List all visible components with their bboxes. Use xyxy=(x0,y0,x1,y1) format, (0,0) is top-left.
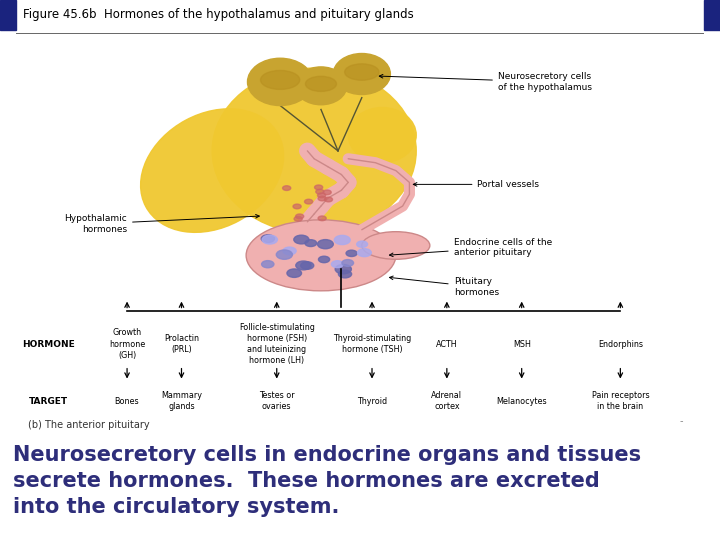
Circle shape xyxy=(315,185,323,190)
Circle shape xyxy=(318,240,333,249)
Circle shape xyxy=(287,269,302,278)
Circle shape xyxy=(282,186,291,191)
Ellipse shape xyxy=(345,64,379,80)
Circle shape xyxy=(318,193,325,198)
Circle shape xyxy=(334,235,350,245)
Circle shape xyxy=(325,197,333,202)
Circle shape xyxy=(323,190,331,195)
Circle shape xyxy=(294,235,309,244)
Text: Endorphins: Endorphins xyxy=(598,340,643,348)
Text: Bones: Bones xyxy=(114,397,140,406)
Text: Pain receptors
in the brain: Pain receptors in the brain xyxy=(592,391,649,411)
Text: Prolactin
(PRL): Prolactin (PRL) xyxy=(164,334,199,354)
Ellipse shape xyxy=(305,76,336,91)
Text: -: - xyxy=(680,416,683,426)
Circle shape xyxy=(283,247,296,255)
Text: Thyroid: Thyroid xyxy=(357,397,387,406)
Circle shape xyxy=(293,204,301,209)
Ellipse shape xyxy=(212,68,416,234)
Circle shape xyxy=(358,249,372,256)
Text: TARGET: TARGET xyxy=(30,397,68,406)
Text: Figure 45.6b  Hormones of the hypothalamus and pituitary glands: Figure 45.6b Hormones of the hypothalamu… xyxy=(23,8,414,21)
Circle shape xyxy=(261,261,274,268)
Circle shape xyxy=(296,261,311,270)
Circle shape xyxy=(356,241,368,247)
Circle shape xyxy=(261,235,274,242)
Ellipse shape xyxy=(140,109,284,232)
Text: Thyroid-stimulating
hormone (TSH): Thyroid-stimulating hormone (TSH) xyxy=(333,334,411,354)
Text: Mammary
glands: Mammary glands xyxy=(161,391,202,411)
Ellipse shape xyxy=(333,53,390,94)
Text: Melanocytes: Melanocytes xyxy=(496,397,547,406)
Text: (b) The anterior pituitary: (b) The anterior pituitary xyxy=(28,420,150,430)
Circle shape xyxy=(276,250,292,259)
Text: Hypothalamic
hormones: Hypothalamic hormones xyxy=(64,214,259,233)
Text: Neurosecretory cells
of the hypothalamus: Neurosecretory cells of the hypothalamus xyxy=(379,72,592,92)
Text: ACTH: ACTH xyxy=(436,340,458,348)
Text: Endocrine cells of the
anterior pituitary: Endocrine cells of the anterior pituitar… xyxy=(390,238,552,257)
Text: MSH: MSH xyxy=(513,340,531,348)
Circle shape xyxy=(335,265,351,274)
Circle shape xyxy=(262,235,277,244)
Text: Follicle-stimulating
hormone (FSH)
and luteinizing
hormone (LH): Follicle-stimulating hormone (FSH) and l… xyxy=(239,323,315,365)
Circle shape xyxy=(294,217,302,221)
Bar xyxy=(704,0,720,30)
Ellipse shape xyxy=(261,70,300,90)
Ellipse shape xyxy=(246,220,396,291)
Circle shape xyxy=(296,214,304,219)
Bar xyxy=(0,0,16,30)
Circle shape xyxy=(331,261,343,268)
Circle shape xyxy=(305,199,312,204)
Ellipse shape xyxy=(362,232,430,259)
Circle shape xyxy=(318,196,326,201)
Text: Pituitary
hormones: Pituitary hormones xyxy=(390,276,499,296)
Text: Adrenal
cortex: Adrenal cortex xyxy=(431,391,462,411)
Circle shape xyxy=(318,216,326,221)
Text: Growth
hormone
(GH): Growth hormone (GH) xyxy=(109,328,145,360)
Text: Neurosecretory cells in endocrine organs and tissues
secrete hormones.  These ho: Neurosecretory cells in endocrine organs… xyxy=(13,446,641,517)
Text: HORMONE: HORMONE xyxy=(22,340,75,348)
Circle shape xyxy=(342,260,354,266)
Ellipse shape xyxy=(248,58,312,105)
Circle shape xyxy=(316,190,324,194)
Ellipse shape xyxy=(348,107,416,163)
Circle shape xyxy=(338,270,351,278)
Circle shape xyxy=(301,262,314,269)
Text: Testes or
ovaries: Testes or ovaries xyxy=(259,391,294,411)
Ellipse shape xyxy=(295,67,347,105)
Circle shape xyxy=(346,250,357,256)
Circle shape xyxy=(318,256,330,262)
Text: Portal vessels: Portal vessels xyxy=(413,180,539,189)
Circle shape xyxy=(305,240,317,247)
